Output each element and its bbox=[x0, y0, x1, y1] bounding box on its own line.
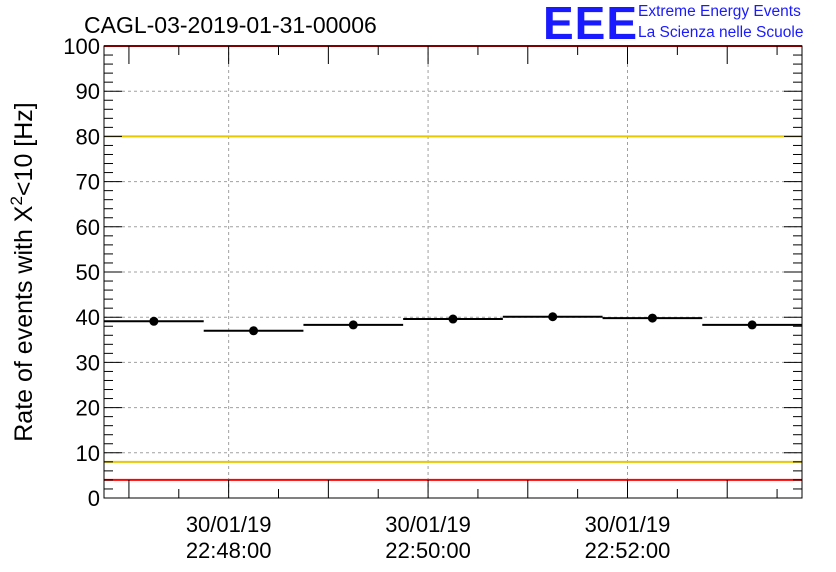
y-tick-label: 40 bbox=[76, 305, 100, 330]
y-tick-label: 100 bbox=[63, 34, 100, 59]
x-tick-label-date: 30/01/19 bbox=[585, 512, 671, 537]
data-series bbox=[104, 312, 802, 336]
reference-lines bbox=[104, 45, 802, 481]
x-tick-label-time: 22:52:00 bbox=[585, 538, 671, 563]
y-axis-label-tail: <10 [Hz] bbox=[10, 102, 38, 196]
y-tick-label: 10 bbox=[76, 441, 100, 466]
y-axis-label-sup: 2 bbox=[7, 196, 26, 205]
y-axis-label: Rate of events with X2<10 [Hz] bbox=[7, 102, 38, 442]
y-tick-label: 90 bbox=[76, 79, 100, 104]
x-axis: 30/01/1922:48:0030/01/1922:50:0030/01/19… bbox=[128, 46, 778, 563]
y-tick-label: 50 bbox=[76, 260, 100, 285]
y-tick-label: 0 bbox=[88, 486, 100, 511]
x-tick-label-time: 22:48:00 bbox=[186, 538, 272, 563]
logo-line-1: Extreme Energy Events bbox=[638, 3, 801, 20]
chart-title: CAGL-03-2019-01-31-00006 bbox=[84, 12, 377, 38]
y-axis: 0 10 20 30 40 50 60 70 80 90 100 bbox=[63, 34, 802, 511]
x-tick-label-date: 30/01/19 bbox=[186, 512, 272, 537]
data-point bbox=[149, 316, 159, 326]
data-point bbox=[448, 314, 458, 324]
grid-lines bbox=[104, 46, 802, 498]
y-tick-label: 80 bbox=[76, 124, 100, 149]
x-tick-label-date: 30/01/19 bbox=[385, 512, 471, 537]
data-point bbox=[348, 320, 358, 330]
data-point bbox=[747, 320, 757, 330]
y-tick-label: 70 bbox=[76, 170, 100, 195]
x-tick-label-time: 22:50:00 bbox=[385, 538, 471, 563]
y-tick-label: 20 bbox=[76, 396, 100, 421]
logo-line-2: La Scienza nelle Scuole bbox=[638, 24, 804, 41]
eee-logo: EEE bbox=[543, 0, 639, 49]
y-tick-label: 30 bbox=[76, 350, 100, 375]
data-point bbox=[249, 326, 259, 336]
data-point bbox=[647, 313, 657, 323]
y-tick-label: 60 bbox=[76, 215, 100, 240]
y-axis-label-main: Rate of events with X bbox=[10, 205, 38, 442]
data-point bbox=[548, 312, 558, 322]
